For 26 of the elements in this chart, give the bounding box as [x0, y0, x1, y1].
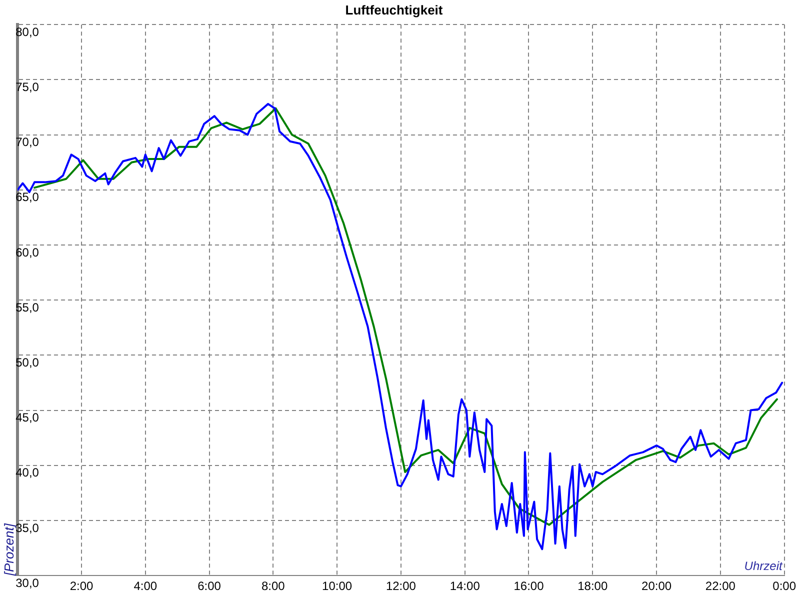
y-tick-label: 30,0	[16, 576, 40, 590]
x-tick-label: 20:00	[642, 579, 672, 594]
x-tick-label: 10:00	[322, 579, 352, 594]
chart-title: Luftfeuchtigkeit	[345, 2, 444, 18]
y-tick-label: 80,0	[16, 24, 40, 39]
x-tick-label: 16:00	[514, 579, 544, 594]
x-tick-label: 22:00	[705, 579, 736, 594]
x-tick-label: 12:00	[386, 579, 416, 594]
y-tick-label: 55,0	[16, 300, 40, 314]
y-tick-label: 45,0	[16, 410, 40, 425]
x-tick-label: 0:00	[772, 579, 796, 594]
y-tick-label: 60,0	[16, 245, 40, 260]
y-tick-label: 35,0	[16, 520, 40, 535]
y-tick-label: 40,0	[16, 466, 40, 480]
y-tick-label: 65,0	[16, 190, 40, 204]
x-tick-label: 8:00	[261, 579, 286, 594]
y-tick-label: 70,0	[16, 135, 40, 150]
y-axis-title: [Prozent]	[1, 523, 16, 577]
x-tick-label: 18:00	[578, 579, 608, 594]
x-tick-label: 14:00	[450, 579, 480, 594]
x-axis-title: Uhrzeit	[744, 558, 783, 573]
x-tick-label: 6:00	[198, 579, 222, 594]
x-tick-label: 4:00	[134, 579, 158, 594]
x-tick-label: 2:00	[70, 579, 94, 594]
y-tick-label: 50,0	[16, 356, 40, 370]
y-tick-label: 75,0	[16, 80, 40, 94]
